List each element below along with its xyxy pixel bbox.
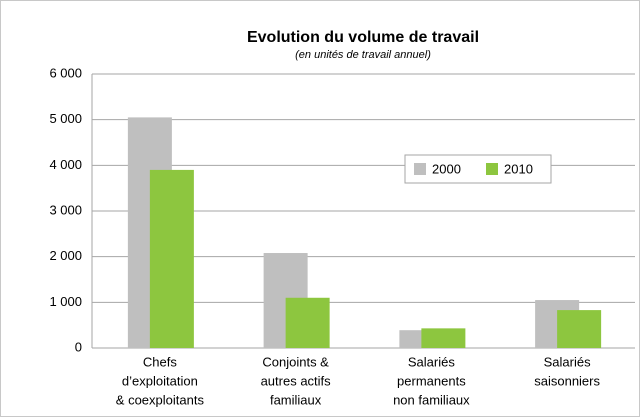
x-tick-label: Salariés: [408, 354, 455, 369]
y-tick-label: 6 000: [49, 65, 82, 80]
x-tick-label: Chefs: [143, 354, 177, 369]
y-tick-label: 4 000: [49, 157, 82, 172]
bar: [285, 297, 330, 348]
x-tick-label: autres actifs: [261, 373, 332, 388]
y-tick-label: 5 000: [49, 111, 82, 126]
x-tick-label: familiaux: [270, 392, 322, 407]
y-tick-label: 0: [75, 339, 82, 354]
x-tick-label: & coexploitants: [116, 392, 205, 407]
legend-swatch: [414, 163, 426, 175]
x-tick-label: d’exploitation: [122, 373, 198, 388]
x-tick-label: permanents: [397, 373, 466, 388]
x-tick-label: Conjoints &: [262, 354, 329, 369]
x-tick-label: non familiaux: [393, 392, 470, 407]
x-tick-label: Salariés: [544, 354, 591, 369]
bar: [149, 169, 194, 348]
y-tick-label: 2 000: [49, 248, 82, 263]
y-tick-label: 3 000: [49, 202, 82, 217]
legend-label: 2010: [504, 161, 533, 176]
chart-title: Evolution du volume de travail: [247, 29, 479, 46]
chart-subtitle: (en unités de travail annuel): [295, 49, 431, 61]
bar: [421, 328, 466, 348]
y-tick-label: 1 000: [49, 294, 82, 309]
bar: [557, 310, 602, 348]
legend-label: 2000: [432, 161, 461, 176]
x-tick-label: saisonniers: [534, 373, 600, 388]
legend-swatch: [486, 163, 498, 175]
legend-box: [404, 154, 552, 184]
